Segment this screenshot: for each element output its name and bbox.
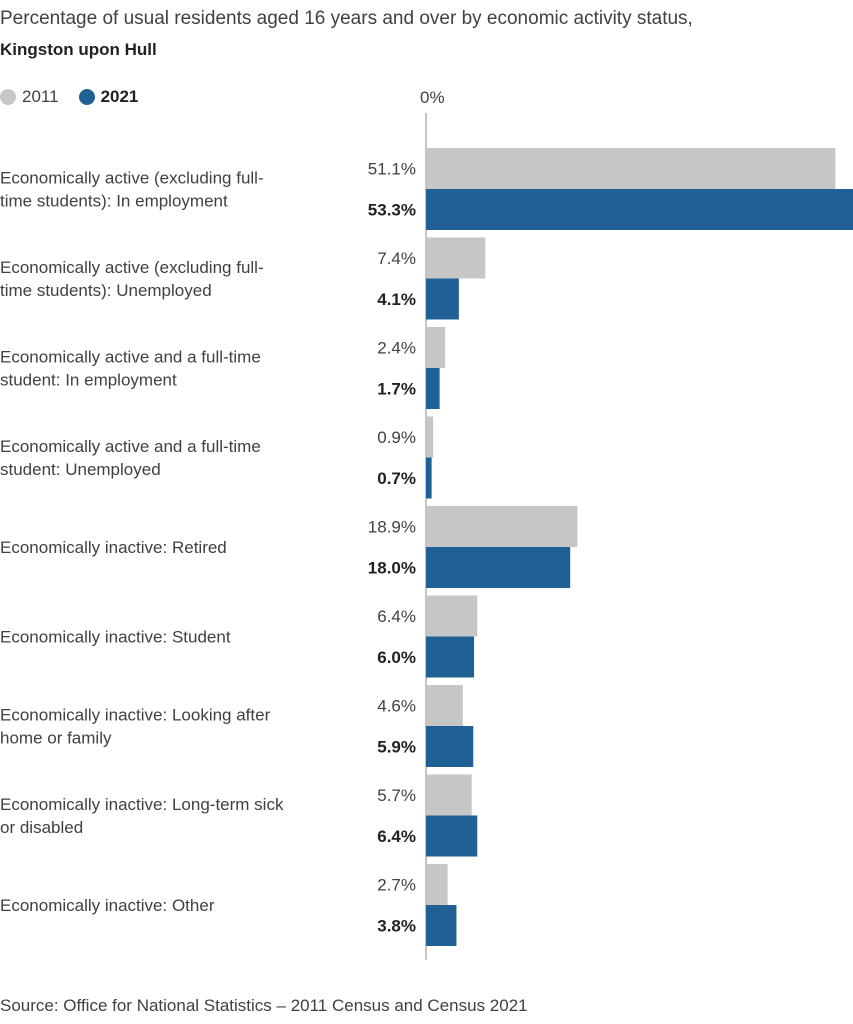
data-label-2021: 0.7% — [377, 469, 416, 488]
bar-2021[interactable] — [426, 636, 475, 678]
bar-2011[interactable] — [426, 685, 463, 726]
bar-2021[interactable] — [426, 189, 853, 230]
category-label-line: or disabled — [0, 818, 83, 837]
axis-tick-label: 0% — [420, 88, 445, 107]
category-label-line: Economically inactive: Student — [0, 628, 231, 647]
category-label-line: student: Unemployed — [0, 460, 161, 479]
data-label-2021: 6.0% — [377, 648, 416, 667]
data-label-2011: 7.4% — [377, 249, 416, 268]
category-label: Economically active and a full-time stude… — [0, 348, 261, 390]
data-label-2021: 5.9% — [377, 738, 416, 757]
bar-2021[interactable] — [426, 547, 571, 588]
category-label: Economically inactive: Student — [0, 628, 231, 647]
bar-2021[interactable] — [426, 815, 478, 857]
category-label-line: time students): Unemployed — [0, 281, 212, 300]
legend-label-2021: 2021 — [100, 87, 139, 106]
category-label-line: home or family — [0, 729, 112, 748]
data-label-2011: 4.6% — [377, 697, 416, 716]
bar-chart: 0% Economically active (excluding full-ti… — [0, 88, 853, 960]
category-label-line: Economically inactive: Retired — [0, 538, 227, 557]
data-label-2011: 18.9% — [368, 518, 416, 537]
bar-2011[interactable] — [426, 595, 478, 637]
data-label-2021: 4.1% — [377, 290, 416, 309]
source-note: Source: Office for National Statistics –… — [0, 996, 528, 1015]
bar-2011[interactable] — [426, 864, 448, 905]
legend-item-2021[interactable]: 2021 — [78, 87, 139, 107]
data-label-2011: 2.4% — [377, 339, 416, 358]
bar-2021[interactable] — [426, 905, 457, 946]
data-label-2021: 53.3% — [368, 201, 416, 220]
bar-2011[interactable] — [426, 416, 434, 458]
bar-2021[interactable] — [426, 457, 432, 499]
legend-label-2011: 2011 — [22, 87, 59, 106]
bar-2021[interactable] — [426, 278, 459, 320]
data-label-2011: 51.1% — [368, 160, 416, 179]
category-label-line: Economically active and a full-time — [0, 348, 261, 367]
bar-2011[interactable] — [426, 327, 446, 368]
category-label-line: time students): In employment — [0, 192, 228, 211]
data-label-2011: 2.7% — [377, 876, 416, 895]
bar-2021[interactable] — [426, 368, 440, 409]
data-label-2021: 3.8% — [377, 917, 416, 936]
chart-title: Percentage of usual residents aged 16 ye… — [0, 8, 693, 29]
category-label: Economically active (excluding full-time… — [0, 169, 264, 211]
bar-2011[interactable] — [426, 774, 472, 816]
bar-2011[interactable] — [426, 148, 836, 189]
category-label: Economically inactive: Long-term sick or … — [0, 795, 284, 837]
legend-item-2011[interactable]: 2011 — [0, 87, 59, 107]
category-label: Economically active (excluding full-time… — [0, 258, 264, 300]
category-label-line: Economically active and a full-time — [0, 437, 261, 456]
legend-swatch-2011 — [0, 89, 16, 105]
category-label: Economically active and a full-time stude… — [0, 437, 261, 479]
data-label-2021: 6.4% — [377, 827, 416, 846]
bar-2021[interactable] — [426, 726, 474, 767]
category-label-line: Economically inactive: Other — [0, 896, 215, 915]
category-label: Economically inactive: Looking after home… — [0, 706, 271, 748]
bar-2011[interactable] — [426, 506, 578, 547]
category-label: Economically inactive: Retired — [0, 538, 227, 557]
category-label: Economically inactive: Other — [0, 896, 215, 915]
category-label-line: student: In employment — [0, 371, 177, 390]
data-label-2011: 0.9% — [377, 428, 416, 447]
data-label-2021: 18.0% — [368, 559, 416, 578]
category-label-line: Economically active (excluding full- — [0, 258, 264, 277]
legend: 2011 2021 — [0, 87, 158, 107]
category-label-line: Economically inactive: Long-term sick — [0, 795, 284, 814]
bar-2011[interactable] — [426, 237, 486, 279]
data-label-2011: 5.7% — [377, 786, 416, 805]
category-label-line: Economically active (excluding full- — [0, 169, 264, 188]
data-label-2011: 6.4% — [377, 607, 416, 626]
chart-subtitle: Kingston upon Hull — [0, 40, 157, 59]
category-label-line: Economically inactive: Looking after — [0, 706, 271, 725]
legend-swatch-2021 — [78, 89, 95, 105]
data-label-2021: 1.7% — [377, 380, 416, 399]
